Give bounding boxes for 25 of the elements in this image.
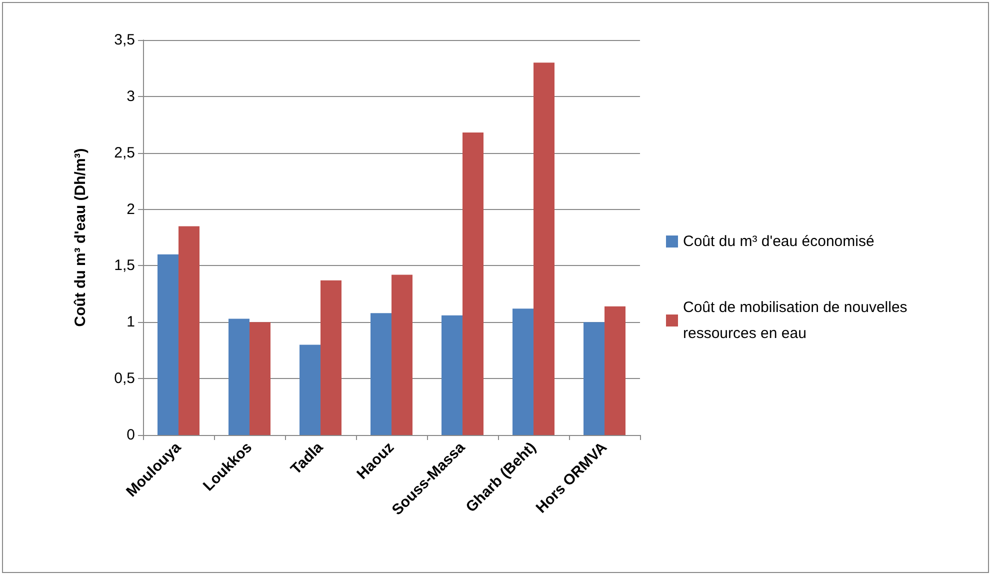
y-tick-label: 3,5 bbox=[114, 32, 135, 48]
y-tick-label: 0 bbox=[126, 426, 135, 444]
y-tick-label: 3 bbox=[126, 88, 135, 105]
bar bbox=[604, 306, 626, 435]
bar bbox=[320, 280, 342, 435]
bar bbox=[158, 254, 178, 435]
y-axis-title: Coût du m³ d'eau (Dh/m³) bbox=[72, 148, 89, 327]
legend-label: Coût de mobilisation de nouvelles ressources en eau bbox=[683, 299, 912, 342]
y-tick-label: 1 bbox=[126, 314, 135, 331]
legend-label: Coût du m³ d'eau économisé bbox=[683, 233, 874, 250]
bar bbox=[442, 315, 462, 435]
y-tick-label: 1,5 bbox=[114, 257, 135, 274]
y-tick-label: 2,5 bbox=[114, 144, 135, 162]
y-tick-label: 2 bbox=[126, 200, 135, 218]
bar bbox=[228, 318, 250, 435]
bar bbox=[370, 313, 392, 435]
bar bbox=[178, 226, 200, 435]
bar bbox=[462, 132, 484, 435]
bar bbox=[512, 308, 534, 435]
bar bbox=[534, 62, 554, 435]
y-tick-label: 0,5 bbox=[114, 370, 135, 388]
bar bbox=[300, 344, 320, 435]
bar bbox=[392, 274, 412, 435]
bar bbox=[250, 322, 270, 435]
bar bbox=[584, 322, 604, 435]
